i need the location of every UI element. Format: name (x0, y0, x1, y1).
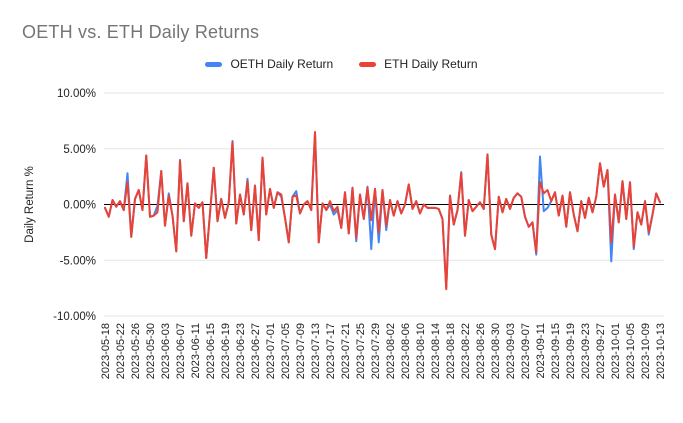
x-tick-label: 2023-07-09 (295, 323, 307, 379)
x-tick-label: 2023-09-23 (580, 323, 592, 379)
x-tick-label: 2023-07-21 (340, 323, 352, 379)
x-tick-label: 2023-09-03 (505, 323, 517, 379)
x-tick-label: 2023-10-09 (640, 323, 652, 379)
x-tick-label: 2023-06-11 (190, 323, 202, 378)
x-tick-label: 2023-05-30 (145, 323, 157, 379)
x-tick-label: 2023-10-13 (655, 323, 667, 379)
legend-label-oeth: OETH Daily Return (230, 57, 334, 71)
x-tick-label: 2023-06-19 (220, 323, 232, 379)
x-tick-label: 2023-07-29 (370, 323, 382, 379)
y-tick-label: 0.00% (63, 200, 96, 212)
x-tick-label: 2023-09-19 (565, 323, 577, 379)
y-tick-label: 10.00% (57, 88, 96, 100)
x-tick-label: 2023-09-11 (535, 323, 547, 378)
x-tick-label: 2023-07-13 (310, 323, 322, 379)
y-axis-title: Daily Return % (24, 166, 36, 243)
x-tick-label: 2023-08-26 (475, 323, 487, 379)
x-tick-label: 2023-06-15 (205, 323, 217, 379)
x-tick-label: 2023-08-02 (385, 323, 397, 379)
x-tick-label: 2023-05-18 (100, 323, 112, 379)
x-tick-label: 2023-08-22 (460, 323, 472, 379)
x-tick-label: 2023-08-30 (490, 323, 502, 379)
legend-item-eth[interactable]: ETH Daily Return (359, 57, 478, 71)
x-tick-label: 2023-10-01 (610, 323, 622, 379)
x-tick-label: 2023-06-27 (250, 323, 262, 379)
x-tick-label: 2023-07-25 (355, 323, 367, 379)
x-tick-label: 2023-08-10 (415, 323, 427, 379)
x-tick-label: 2023-08-06 (400, 323, 412, 379)
legend-label-eth: ETH Daily Return (384, 57, 478, 71)
x-tick-label: 2023-08-14 (430, 323, 442, 379)
x-tick-label: 2023-06-03 (160, 323, 172, 379)
y-tick-label: -10.00% (53, 311, 96, 323)
legend-item-oeth[interactable]: OETH Daily Return (205, 57, 333, 71)
x-tick-label: 2023-09-27 (595, 323, 607, 379)
oeth-series-swatch-icon (205, 61, 223, 67)
x-tick-label: 2023-09-15 (550, 323, 562, 379)
chart-title: OETH vs. ETH Daily Returns (22, 22, 260, 42)
x-tick-label: 2023-08-18 (445, 323, 457, 379)
x-tick-label: 2023-07-05 (280, 323, 292, 379)
x-tick-label: 2023-07-17 (325, 323, 337, 379)
eth-series-swatch-icon (359, 61, 377, 67)
x-tick-label: 2023-09-07 (520, 323, 532, 379)
x-tick-label: 2023-07-01 (265, 323, 277, 379)
x-tick-label: 2023-05-26 (130, 323, 142, 379)
chart-legend: OETH Daily Return ETH Daily Return (0, 57, 683, 71)
y-tick-label: 5.00% (63, 144, 96, 156)
x-tick-label: 2023-06-07 (175, 323, 187, 379)
x-tick-label: 2023-06-23 (235, 323, 247, 379)
eth-series-line[interactable] (104, 131, 661, 291)
y-tick-label: -5.00% (60, 255, 96, 267)
x-tick-label: 2023-10-05 (625, 323, 637, 379)
x-tick-label: 2023-05-22 (115, 323, 127, 379)
oeth-series-line[interactable] (104, 132, 661, 290)
